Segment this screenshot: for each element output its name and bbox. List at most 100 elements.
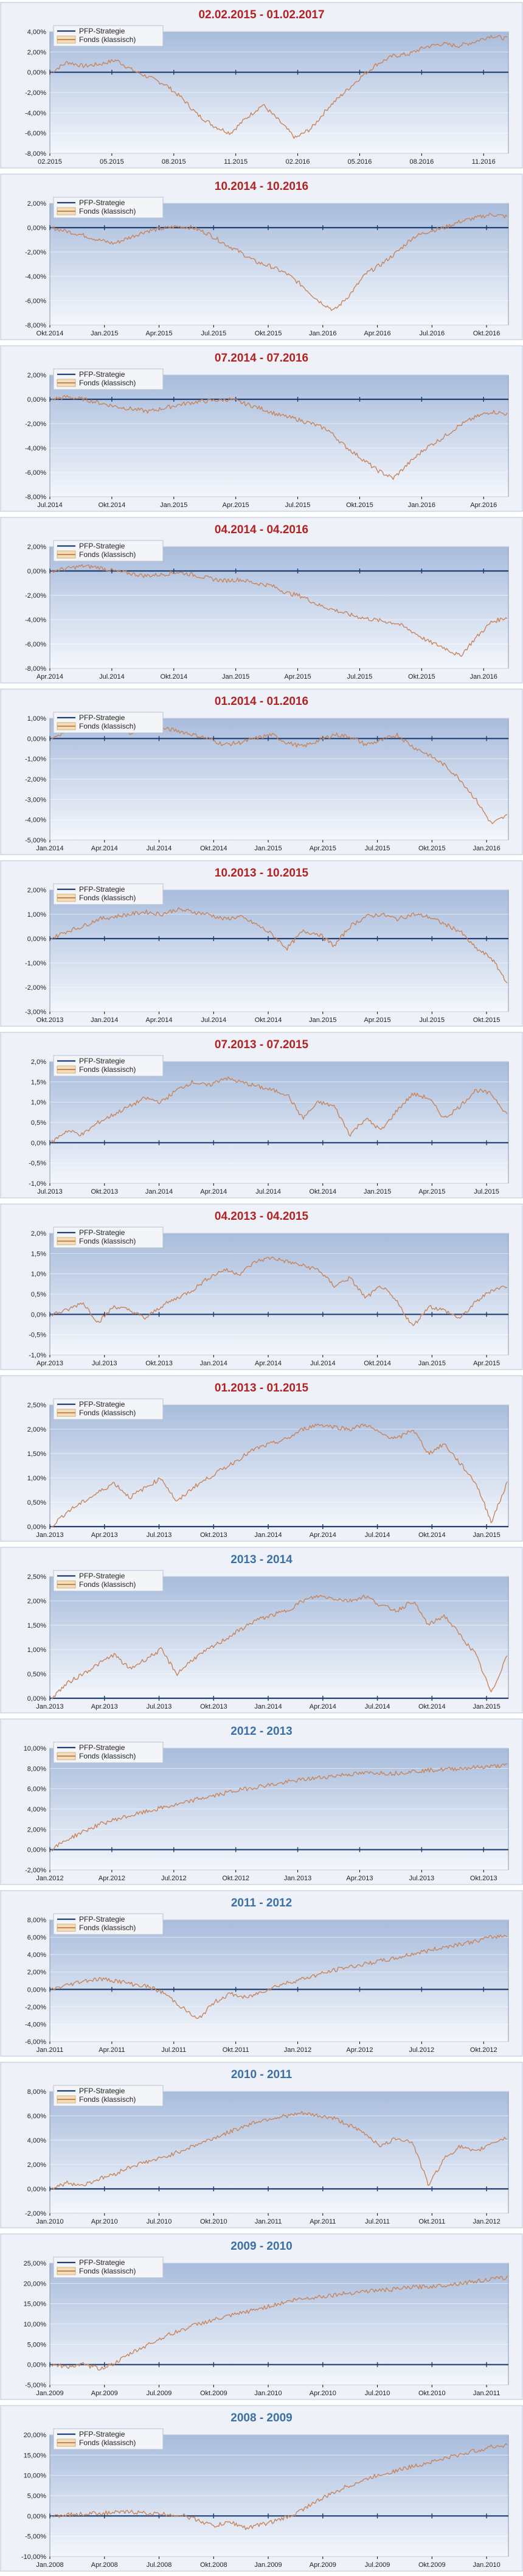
- y-tick-label: 0,50%: [27, 1499, 46, 1507]
- x-tick-label: 02.2015: [38, 158, 62, 166]
- series-fonds-line: [50, 907, 508, 984]
- legend-label-fonds: Fonds (klassisch): [79, 2267, 136, 2275]
- y-tick-label: 2,00%: [27, 1598, 46, 1605]
- series-fonds-line: [50, 2111, 508, 2190]
- y-tick-label: 15,00%: [24, 2301, 47, 2308]
- y-tick-label: -8,00%: [25, 150, 46, 158]
- x-tick-label: Jan.2014: [254, 1703, 282, 1710]
- x-tick-label: Jul.2013: [409, 1875, 435, 1882]
- legend-label-pfp: PFP-Strategie: [79, 1743, 125, 1752]
- x-tick-label: Apr.2010: [91, 2218, 118, 2225]
- chart-panel: 02.02.2015 - 01.02.2017 4,00% 2,00% 0,00% -2…: [0, 0, 523, 172]
- chart-panel: 2013 - 2014 2,50% 2,00% 1,50% 1,00% 0,50% 0,00…: [0, 1545, 523, 1717]
- chart-title: 2012 - 2013: [230, 1725, 292, 1738]
- y-tick-label: -0,5%: [29, 1332, 46, 1339]
- x-tick-label: Jan.2014: [200, 1360, 227, 1367]
- y-tick-label: 0,00%: [27, 225, 46, 232]
- series-fonds-line: [50, 2443, 508, 2530]
- x-tick-label: Okt.2013: [200, 1703, 227, 1710]
- y-tick-label: -1,0%: [29, 1180, 46, 1188]
- chart-title: 01.2013 - 01.2015: [215, 1382, 309, 1395]
- x-tick-label: Apr.2016: [364, 330, 391, 337]
- x-tick-label: Jul.2014: [37, 502, 63, 509]
- chart-svg: 04.2014 - 04.2016 2,00% 0,00% -2,00% -4,00% -…: [0, 517, 523, 684]
- y-tick-label: 15,00%: [24, 2452, 47, 2459]
- y-tick-label: 10,00%: [24, 2473, 47, 2480]
- y-tick-label: 6,00%: [27, 2113, 46, 2120]
- x-tick-label: Jan.2014: [36, 845, 63, 852]
- chart-svg: 04.2013 - 04.2015 2,0% 1,5% 1,0% 0,5% 0,0% -0,…: [0, 1203, 523, 1370]
- chart-panel: 07.2014 - 07.2016 2,00% 0,00% -2,00% -4,00% -…: [0, 343, 523, 515]
- y-tick-label: 0,00%: [27, 69, 46, 77]
- x-tick-label: Jul.2014: [147, 845, 172, 852]
- x-tick-label: Jan.2016: [473, 845, 500, 852]
- x-tick-label: Okt.2010: [418, 2390, 446, 2397]
- plot-area: [49, 546, 509, 669]
- y-tick-label: 1,00%: [27, 715, 46, 723]
- y-tick-label: -6,00%: [25, 641, 46, 648]
- y-tick-label: -8,00%: [25, 322, 46, 329]
- plot-area: [49, 203, 509, 326]
- legend-label-pfp: PFP-Strategie: [79, 1228, 125, 1237]
- x-tick-label: Apr.2013: [346, 1875, 373, 1882]
- legend-label-fonds: Fonds (klassisch): [79, 2095, 136, 2104]
- x-tick-label: Okt.2014: [418, 1531, 446, 1539]
- x-tick-label: Jan.2010: [254, 2390, 282, 2397]
- x-tick-label: Jan.2010: [36, 2218, 63, 2225]
- x-tick-label: Okt.2009: [418, 2561, 446, 2569]
- x-tick-label: Jan.2013: [284, 1875, 311, 1882]
- chart-title: 10.2014 - 10.2016: [215, 180, 308, 193]
- y-tick-label: 1,0%: [31, 1099, 46, 1107]
- x-tick-label: Apr.2016: [470, 502, 497, 509]
- x-tick-label: Jul.2011: [161, 2046, 186, 2054]
- y-tick-label: 0,00%: [27, 1847, 46, 1854]
- x-tick-label: Jan.2015: [418, 1360, 446, 1367]
- chart-title: 2008 - 2009: [230, 2412, 292, 2424]
- x-tick-label: Apr.2015: [146, 330, 173, 337]
- y-tick-label: -4,00%: [25, 617, 46, 624]
- y-tick-label: 0,0%: [31, 1311, 46, 1318]
- legend-label-fonds: Fonds (klassisch): [79, 1237, 136, 1245]
- x-tick-label: Jul.2014: [310, 1360, 336, 1367]
- chart-svg: 2011 - 2012 8,00% 6,00% 4,00% 2,00% 0,00% -2,0…: [0, 1890, 523, 2057]
- chart-title: 02.02.2015 - 01.02.2017: [198, 9, 324, 21]
- x-tick-label: Apr.2014: [200, 1188, 227, 1195]
- legend-label-pfp: PFP-Strategie: [79, 542, 125, 550]
- y-tick-label: -2,00%: [25, 776, 46, 783]
- series-fonds-line: [50, 1594, 508, 1699]
- y-tick-label: -1,00%: [25, 960, 46, 967]
- y-tick-label: 6,00%: [27, 1934, 46, 1942]
- y-tick-label: 1,0%: [31, 1271, 46, 1278]
- x-tick-label: Jan.2015: [309, 1017, 336, 1024]
- legend-label-fonds: Fonds (klassisch): [79, 1409, 136, 1417]
- y-tick-label: 0,00%: [27, 1986, 46, 1993]
- y-tick-label: -5,00%: [25, 837, 46, 844]
- y-tick-label: -3,00%: [25, 1009, 46, 1016]
- y-tick-label: -2,00%: [25, 984, 46, 992]
- legend-label-fonds: Fonds (klassisch): [79, 722, 136, 730]
- x-tick-label: Jan.2009: [254, 2561, 282, 2569]
- legend-label-pfp: PFP-Strategie: [79, 1057, 125, 1065]
- y-tick-label: -4,00%: [25, 445, 46, 452]
- y-tick-label: 6,00%: [27, 1786, 46, 1793]
- series-fonds-line: [50, 564, 508, 657]
- x-tick-label: Apr.2014: [36, 673, 63, 681]
- x-tick-label: Okt.2013: [91, 1188, 118, 1195]
- chart-title: 07.2013 - 07.2015: [215, 1038, 309, 1051]
- x-tick-label: Jul.2014: [201, 1017, 226, 1024]
- chart-panel: 04.2014 - 04.2016 2,00% 0,00% -2,00% -4,00% -…: [0, 515, 523, 687]
- x-tick-label: Jan.2016: [309, 330, 336, 337]
- plot-area: [49, 1919, 509, 2042]
- legend-label-pfp: PFP-Strategie: [79, 713, 125, 722]
- x-tick-label: Apr.2014: [146, 1017, 173, 1024]
- chart-svg: 02.02.2015 - 01.02.2017 4,00% 2,00% 0,00% -2…: [0, 2, 523, 169]
- y-tick-label: -1,00%: [25, 756, 46, 763]
- y-tick-label: -6,00%: [25, 469, 46, 477]
- x-tick-label: Jul.2008: [147, 2561, 172, 2569]
